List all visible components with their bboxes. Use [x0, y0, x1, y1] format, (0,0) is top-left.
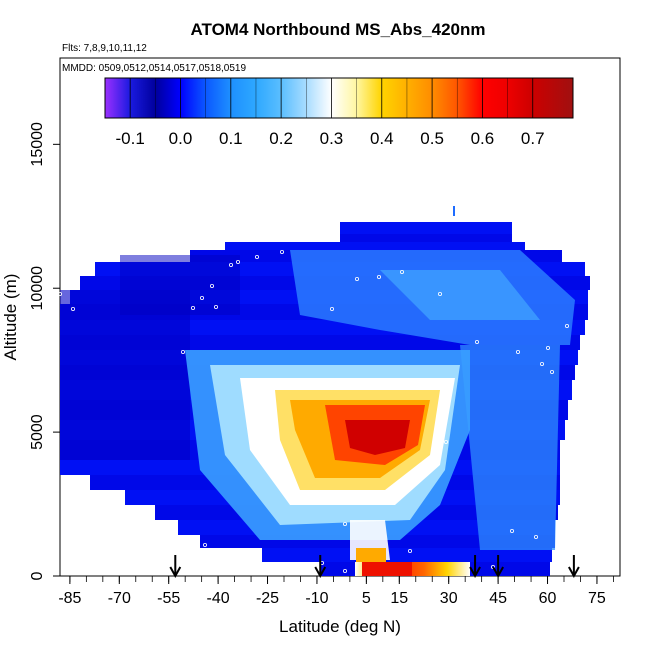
- profile-arrow-head: [492, 566, 504, 579]
- sample-point: [516, 349, 521, 354]
- x-tick-label: -55: [157, 590, 180, 607]
- x-tick-label: -10: [305, 590, 328, 607]
- profile-arrow-head: [568, 566, 580, 579]
- sample-point: [228, 262, 233, 267]
- sample-point: [202, 543, 207, 548]
- sample-point: [376, 274, 381, 279]
- y-tick-label: 15000: [29, 122, 46, 167]
- heatmap-low-orange: [356, 548, 386, 562]
- heatmap-low-core: [362, 562, 412, 576]
- sample-point: [550, 369, 555, 374]
- sample-point: [199, 295, 204, 300]
- x-tick-label: -25: [256, 590, 279, 607]
- heatmap-band: [225, 242, 525, 250]
- sample-point: [407, 549, 412, 554]
- sample-point: [509, 529, 514, 534]
- heatmap-right-column: [460, 345, 560, 550]
- y-axis: 0 5000 10000 15000: [29, 122, 60, 580]
- x-tick-label: 45: [489, 590, 507, 607]
- heatmap-layer: [60, 206, 590, 576]
- sample-point: [58, 291, 63, 296]
- sample-point: [550, 565, 555, 570]
- sample-point: [540, 361, 545, 366]
- colorbar-tick-label: 0.5: [420, 129, 444, 148]
- colorbar-tick-label: 0.1: [219, 129, 243, 148]
- sample-point: [342, 569, 347, 574]
- colorbar: -0.1 0.0 0.1 0.2 0.3 0.4 0.5 0.6 0.7: [104, 77, 574, 148]
- sample-point: [115, 252, 120, 257]
- y-tick-label: 0: [29, 571, 46, 580]
- x-tick-label: -70: [108, 590, 131, 607]
- colorbar-tick-label: 0.6: [471, 129, 495, 148]
- sample-point: [586, 263, 591, 268]
- colorbar-tick-label: 0.0: [169, 129, 193, 148]
- sample-point: [180, 349, 185, 354]
- colorbar-tick-label: 0.4: [370, 129, 394, 148]
- heatmap-band: [262, 548, 552, 562]
- colorbar-gradient: [104, 77, 574, 119]
- sample-point: [213, 304, 218, 309]
- sample-point: [342, 522, 347, 527]
- sample-point: [329, 306, 334, 311]
- sample-point: [443, 439, 448, 444]
- heatmap-plume-core: [345, 420, 410, 455]
- chart-title: ATOM4 Northbound MS_Abs_420nm: [190, 20, 485, 39]
- x-tick-label: 30: [440, 590, 458, 607]
- sample-point: [190, 305, 195, 310]
- x-tick-label: -85: [58, 590, 81, 607]
- sample-point: [546, 345, 551, 350]
- sample-point: [474, 339, 479, 344]
- sample-point: [565, 323, 570, 328]
- heatmap-cell-dark: [60, 290, 190, 460]
- heatmap-accent: [453, 206, 455, 216]
- heatmap-cell-dark: [120, 255, 240, 315]
- x-tick-label: 75: [588, 590, 606, 607]
- y-axis-label: Altitude (m): [1, 274, 20, 361]
- sample-point: [399, 269, 404, 274]
- y-tick-label: 5000: [29, 414, 46, 450]
- sample-point: [534, 535, 539, 540]
- x-axis: -85 -70 -55 -40 -25 -10 5 15 30 45 60 75: [58, 576, 614, 607]
- sample-point: [571, 254, 576, 259]
- sample-point: [437, 291, 442, 296]
- sample-point: [71, 306, 76, 311]
- colorbar-tick-label: 0.2: [269, 129, 293, 148]
- x-tick-label: 15: [390, 590, 408, 607]
- profile-arrows: [169, 555, 580, 579]
- heatmap-band: [340, 234, 512, 242]
- flights-label: Flts: 7,8,9,10,11,12: [62, 43, 147, 54]
- heatmap-band: [340, 222, 512, 234]
- sample-point: [279, 249, 284, 254]
- y-tick-label: 10000: [29, 266, 46, 311]
- x-tick-label: 5: [362, 590, 371, 607]
- profile-arrow-head: [169, 566, 182, 579]
- sample-points-layer: [58, 249, 591, 574]
- sample-point: [235, 259, 240, 264]
- colorbar-tick-label: 0.3: [320, 129, 344, 148]
- colorbar-tick-label: 0.7: [521, 129, 545, 148]
- x-tick-label: -40: [207, 590, 230, 607]
- profile-arrow-head: [314, 566, 327, 579]
- heatmap-upper-plume-core: [380, 270, 540, 320]
- sample-point: [354, 276, 359, 281]
- sample-point: [254, 254, 259, 259]
- sample-point: [209, 283, 214, 288]
- sample-point: [106, 254, 111, 259]
- colorbar-tick-label: -0.1: [116, 129, 145, 148]
- dates-label: MMDD: 0509,0512,0514,0517,0518,0519: [62, 63, 246, 74]
- profile-arrow-head: [469, 566, 481, 579]
- x-axis-label: Latitude (deg N): [279, 617, 401, 636]
- x-tick-label: 60: [539, 590, 557, 607]
